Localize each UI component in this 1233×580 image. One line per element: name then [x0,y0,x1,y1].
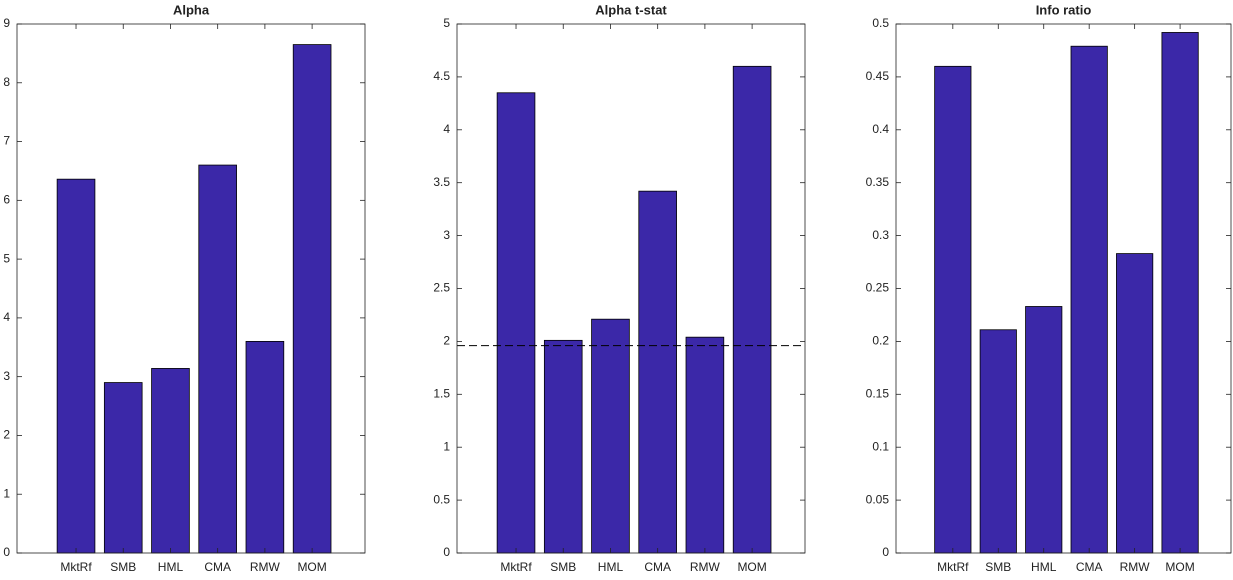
y-tick-label: 2 [3,428,10,442]
x-tick-label: CMA [1076,560,1103,574]
y-tick-label: 4.5 [433,69,450,83]
bar [151,368,190,554]
bar [979,329,1017,554]
bar [638,190,677,554]
x-tick-label: HML [158,560,184,574]
x-tick-label: CMA [644,560,671,574]
x-tick-label: RMW [690,560,721,574]
y-tick-label: 0.25 [866,281,890,295]
y-tick-label: 0.5 [433,492,450,506]
bar [198,164,237,554]
y-tick-label: 3 [443,228,450,242]
x-tick-label: RMW [250,560,281,574]
x-tick-label: HML [598,560,624,574]
x-tick-label: SMB [985,560,1011,574]
x-tick-label: MktRf [500,560,532,574]
y-tick-label: 2 [443,334,450,348]
bar [496,92,536,554]
bar [543,339,583,554]
y-tick-label: 0.2 [872,334,889,348]
bar [245,340,285,554]
y-tick-label: 0.4 [872,122,889,136]
y-tick-label: 0 [3,545,10,559]
y-tick-label: 9 [3,16,10,30]
x-tick-label: MktRf [60,560,92,574]
y-tick-label: 0.5 [872,16,889,30]
y-tick-label: 1 [443,439,450,453]
y-tick-label: 8 [3,75,10,89]
y-tick-label: 6 [3,193,10,207]
bar [1025,306,1063,554]
axes-box [16,23,366,554]
x-tick-label: CMA [204,560,231,574]
x-tick-label: MOM [1165,560,1194,574]
y-tick-label: 0.45 [866,69,890,83]
y-tick-label: 5 [443,16,450,30]
y-tick-label: 3.5 [433,175,450,189]
x-tick-label: MktRf [937,560,969,574]
y-tick-label: 0 [882,545,889,559]
x-tick-label: HML [1031,560,1057,574]
y-tick-label: 2.5 [433,281,450,295]
y-tick-label: 0.35 [866,175,890,189]
x-tick-label: MOM [737,560,766,574]
y-tick-label: 3 [3,369,10,383]
x-tick-label: SMB [110,560,136,574]
bar [732,65,772,554]
y-tick-label: 0.15 [866,386,890,400]
y-tick-label: 0.05 [866,492,890,506]
x-tick-label: MOM [297,560,326,574]
axes-box [456,23,806,554]
bar [591,318,630,554]
y-tick-label: 4 [443,122,450,136]
y-tick-label: 7 [3,134,10,148]
bar [685,336,725,554]
bar [1070,45,1108,554]
y-tick-label: 0.1 [872,439,889,453]
y-tick-label: 1.5 [433,386,450,400]
bar [103,382,143,554]
bar [1161,32,1199,554]
axes-box [895,23,1232,554]
chart-title: Info ratio [1036,2,1092,17]
chart-title: Alpha [173,2,210,17]
bar [1116,253,1154,554]
y-tick-label: 5 [3,251,10,265]
y-tick-label: 1 [3,486,10,500]
y-tick-label: 0 [443,545,450,559]
bar [56,178,96,554]
x-tick-label: SMB [550,560,576,574]
bar [292,44,332,554]
chart-title: Alpha t-stat [595,2,667,17]
bar [934,65,972,554]
x-tick-label: RMW [1120,560,1151,574]
y-tick-label: 0.3 [872,228,889,242]
y-tick-label: 4 [3,310,10,324]
